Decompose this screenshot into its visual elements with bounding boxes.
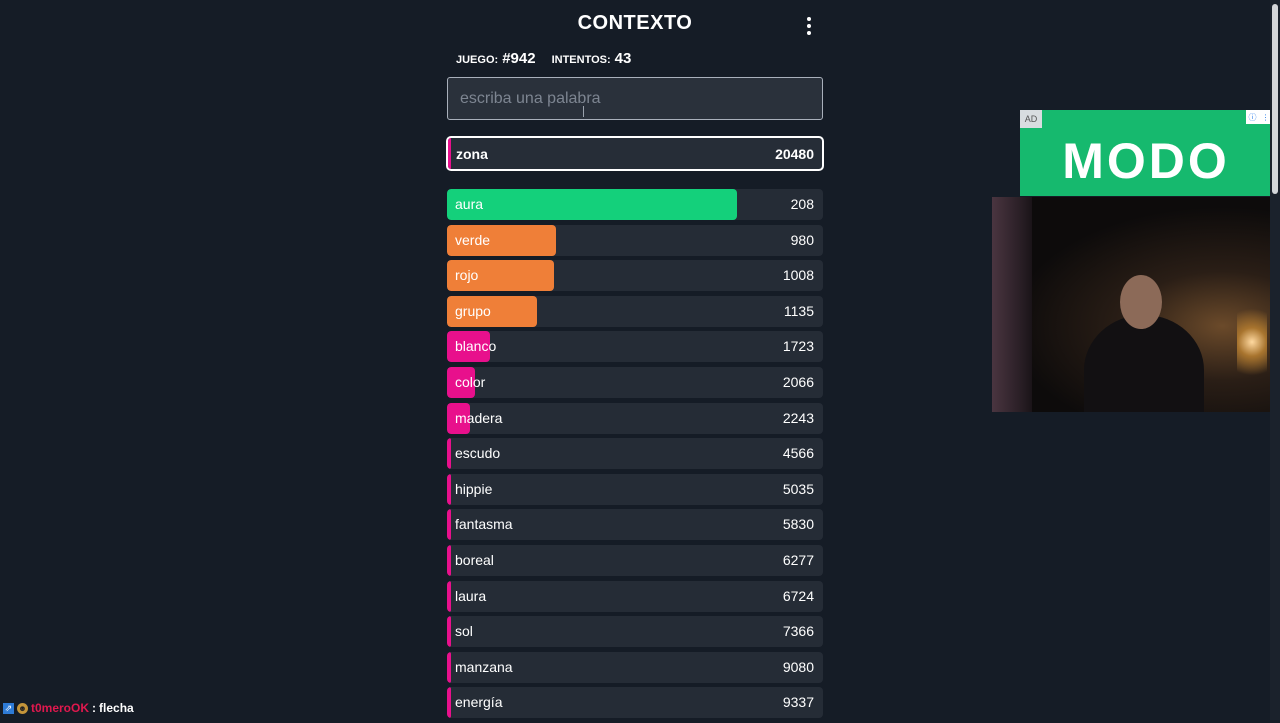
guess-word: madera (455, 409, 503, 426)
similarity-bar (447, 580, 451, 612)
badge-icon: ⇗ (3, 702, 14, 714)
emote-icon: ☻ (17, 702, 28, 714)
ad-banner[interactable]: AD ⓘ ⋮ MODO (1020, 110, 1272, 196)
similarity-bar (447, 544, 451, 576)
similarity-bar (447, 438, 451, 470)
word-input[interactable] (448, 78, 822, 119)
similarity-bar (447, 402, 470, 434)
game-stats: JUEGO: #942 INTENTOS: 43 (456, 50, 631, 67)
info-icon[interactable]: ⓘ (1248, 112, 1257, 122)
guess-word: grupo (455, 302, 491, 319)
page-title: CONTEXTO (577, 12, 693, 34)
guess-rank: 1135 (783, 302, 814, 319)
guess-rank: 1008 (782, 267, 814, 284)
game-number: #942 (502, 50, 536, 67)
guess-word: rojo (455, 267, 479, 284)
current-guess-word: zona (456, 145, 488, 162)
attempts-count: 43 (614, 50, 632, 67)
guess-row: escudo 4566 (447, 438, 823, 470)
current-guess: zona 20480 (446, 136, 824, 171)
guess-row: energía 9337 (447, 687, 823, 719)
guess-word: verde (455, 231, 491, 248)
guess-word: boreal (455, 551, 494, 568)
guess-rank: 5830 (782, 516, 814, 533)
guess-row: grupo 1135 (447, 295, 823, 327)
guess-word: blanco (455, 338, 497, 355)
guess-row: manzana 9080 (447, 651, 823, 683)
guess-row: blanco 1723 (447, 331, 823, 363)
guess-word: manzana (455, 658, 513, 675)
word-input-container[interactable] (447, 77, 823, 120)
similarity-bar (447, 509, 451, 541)
guess-rank: 4566 (782, 445, 814, 462)
guess-word: aura (455, 196, 484, 212)
guess-rank: 6724 (782, 587, 814, 604)
similarity-bar (447, 331, 491, 363)
guess-word: energía (455, 694, 503, 711)
chat-message: ⇗ ☻ t0meroOK : flecha (3, 701, 134, 715)
guess-row: boreal 6277 (447, 544, 823, 576)
guess-word: color (455, 373, 486, 390)
guess-rank: 9337 (782, 694, 814, 711)
guess-row: rojo 1008 (447, 260, 823, 292)
guess-word: laura (455, 587, 487, 604)
scrollbar[interactable] (1270, 0, 1280, 720)
guess-rank: 980 (790, 231, 814, 248)
chat-username: t0meroOK (31, 701, 90, 715)
webcam-overlay (992, 197, 1280, 412)
chat-separator: : (92, 701, 97, 715)
attempts-label: INTENTOS: (551, 54, 611, 66)
close-icon[interactable]: ⋮ (1261, 112, 1270, 122)
similarity-bar (447, 224, 557, 256)
guess-row: sol 7366 (447, 616, 823, 648)
guess-rank: 6277 (782, 551, 814, 568)
guess-word: sol (455, 623, 473, 640)
guess-row: verde 980 (447, 224, 823, 256)
scrollbar-thumb[interactable] (1272, 4, 1278, 194)
guess-row: aura 208 (447, 189, 823, 220)
guess-word: hippie (455, 480, 493, 497)
ad-controls[interactable]: ⓘ ⋮ (1246, 110, 1272, 124)
guess-rank: 9080 (782, 658, 814, 675)
guess-rank: 208 (790, 196, 814, 212)
similarity-bar (447, 687, 451, 719)
guess-row: madera 2243 (447, 402, 823, 434)
similarity-bar (447, 295, 538, 327)
guess-row: fantasma 5830 (447, 509, 823, 541)
similarity-bar (447, 651, 451, 683)
guess-word: escudo (455, 445, 501, 462)
similarity-bar (447, 473, 451, 505)
current-guess-rank: 20480 (775, 145, 814, 162)
guess-rank: 5035 (782, 480, 814, 497)
similarity-bar (447, 260, 555, 292)
guess-rank: 2066 (782, 373, 814, 390)
chat-text: flecha (99, 701, 134, 715)
guess-list: aura 208 verde 980 rojo 1008 grupo 1135 blanco 17… (447, 189, 823, 723)
ad-label: AD (1020, 110, 1042, 128)
similarity-bar (447, 189, 737, 220)
guess-row: color 2066 (447, 366, 823, 398)
guess-row: laura 6724 (447, 580, 823, 612)
similarity-bar (447, 366, 476, 398)
text-cursor-icon (583, 106, 584, 117)
guess-word: fantasma (455, 516, 513, 533)
guess-rank: 1723 (782, 338, 814, 355)
more-options-icon[interactable] (800, 14, 818, 38)
ad-brand-logo: MODO (1062, 133, 1230, 189)
guess-rank: 7366 (782, 623, 814, 640)
game-label: JUEGO: (456, 54, 499, 66)
guess-row: hippie 5035 (447, 473, 823, 505)
similarity-bar (447, 616, 451, 648)
guess-rank: 2243 (782, 409, 814, 426)
